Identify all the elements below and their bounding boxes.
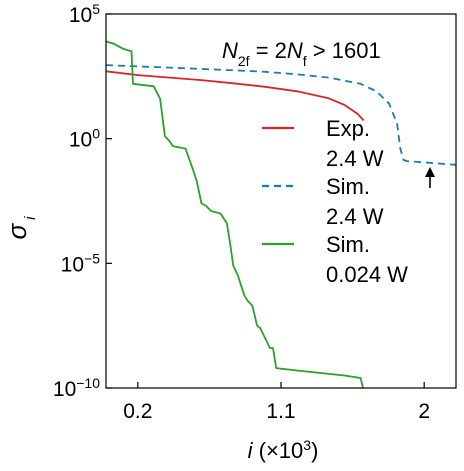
arrow-marker xyxy=(425,167,435,188)
ticks-layer: 0.2 1.1 2 105 100 10−5 10−10 xyxy=(53,1,430,423)
annotation: N2f = 2Nf > 1601 xyxy=(222,38,381,69)
legend-label-sim-2.4w: Sim. xyxy=(326,174,370,199)
legend-label-sim-0.024w-power: 0.024 W xyxy=(326,262,408,287)
series-layer xyxy=(106,40,456,388)
y-tick-label: 10−5 xyxy=(61,250,101,276)
series-line-1 xyxy=(106,70,365,122)
x-tick-label: 0.2 xyxy=(123,400,152,423)
y-tick-label: 100 xyxy=(69,126,100,152)
legend-label-sim-0.024w: Sim. xyxy=(326,232,370,257)
legend-label-exp-2.4w-power: 2.4 W xyxy=(326,146,384,171)
y-tick-label: 10−10 xyxy=(53,375,100,401)
y-axis-label: σi xyxy=(2,216,39,240)
y-tick-label: 105 xyxy=(69,1,100,27)
legend-label-sim-2.4w-power: 2.4 W xyxy=(326,204,384,229)
series-line-2 xyxy=(106,64,456,166)
x-tick-label: 2 xyxy=(418,400,430,423)
series-line-3 xyxy=(106,40,364,388)
legend: Exp. 2.4 W Sim. 2.4 W Sim. 0.024 W xyxy=(262,116,408,287)
legend-label-exp-2.4w: Exp. xyxy=(326,116,370,141)
x-tick-label: 1.1 xyxy=(266,400,295,423)
plot-frame xyxy=(105,13,457,389)
x-axis-label: i (×103) xyxy=(248,437,319,463)
